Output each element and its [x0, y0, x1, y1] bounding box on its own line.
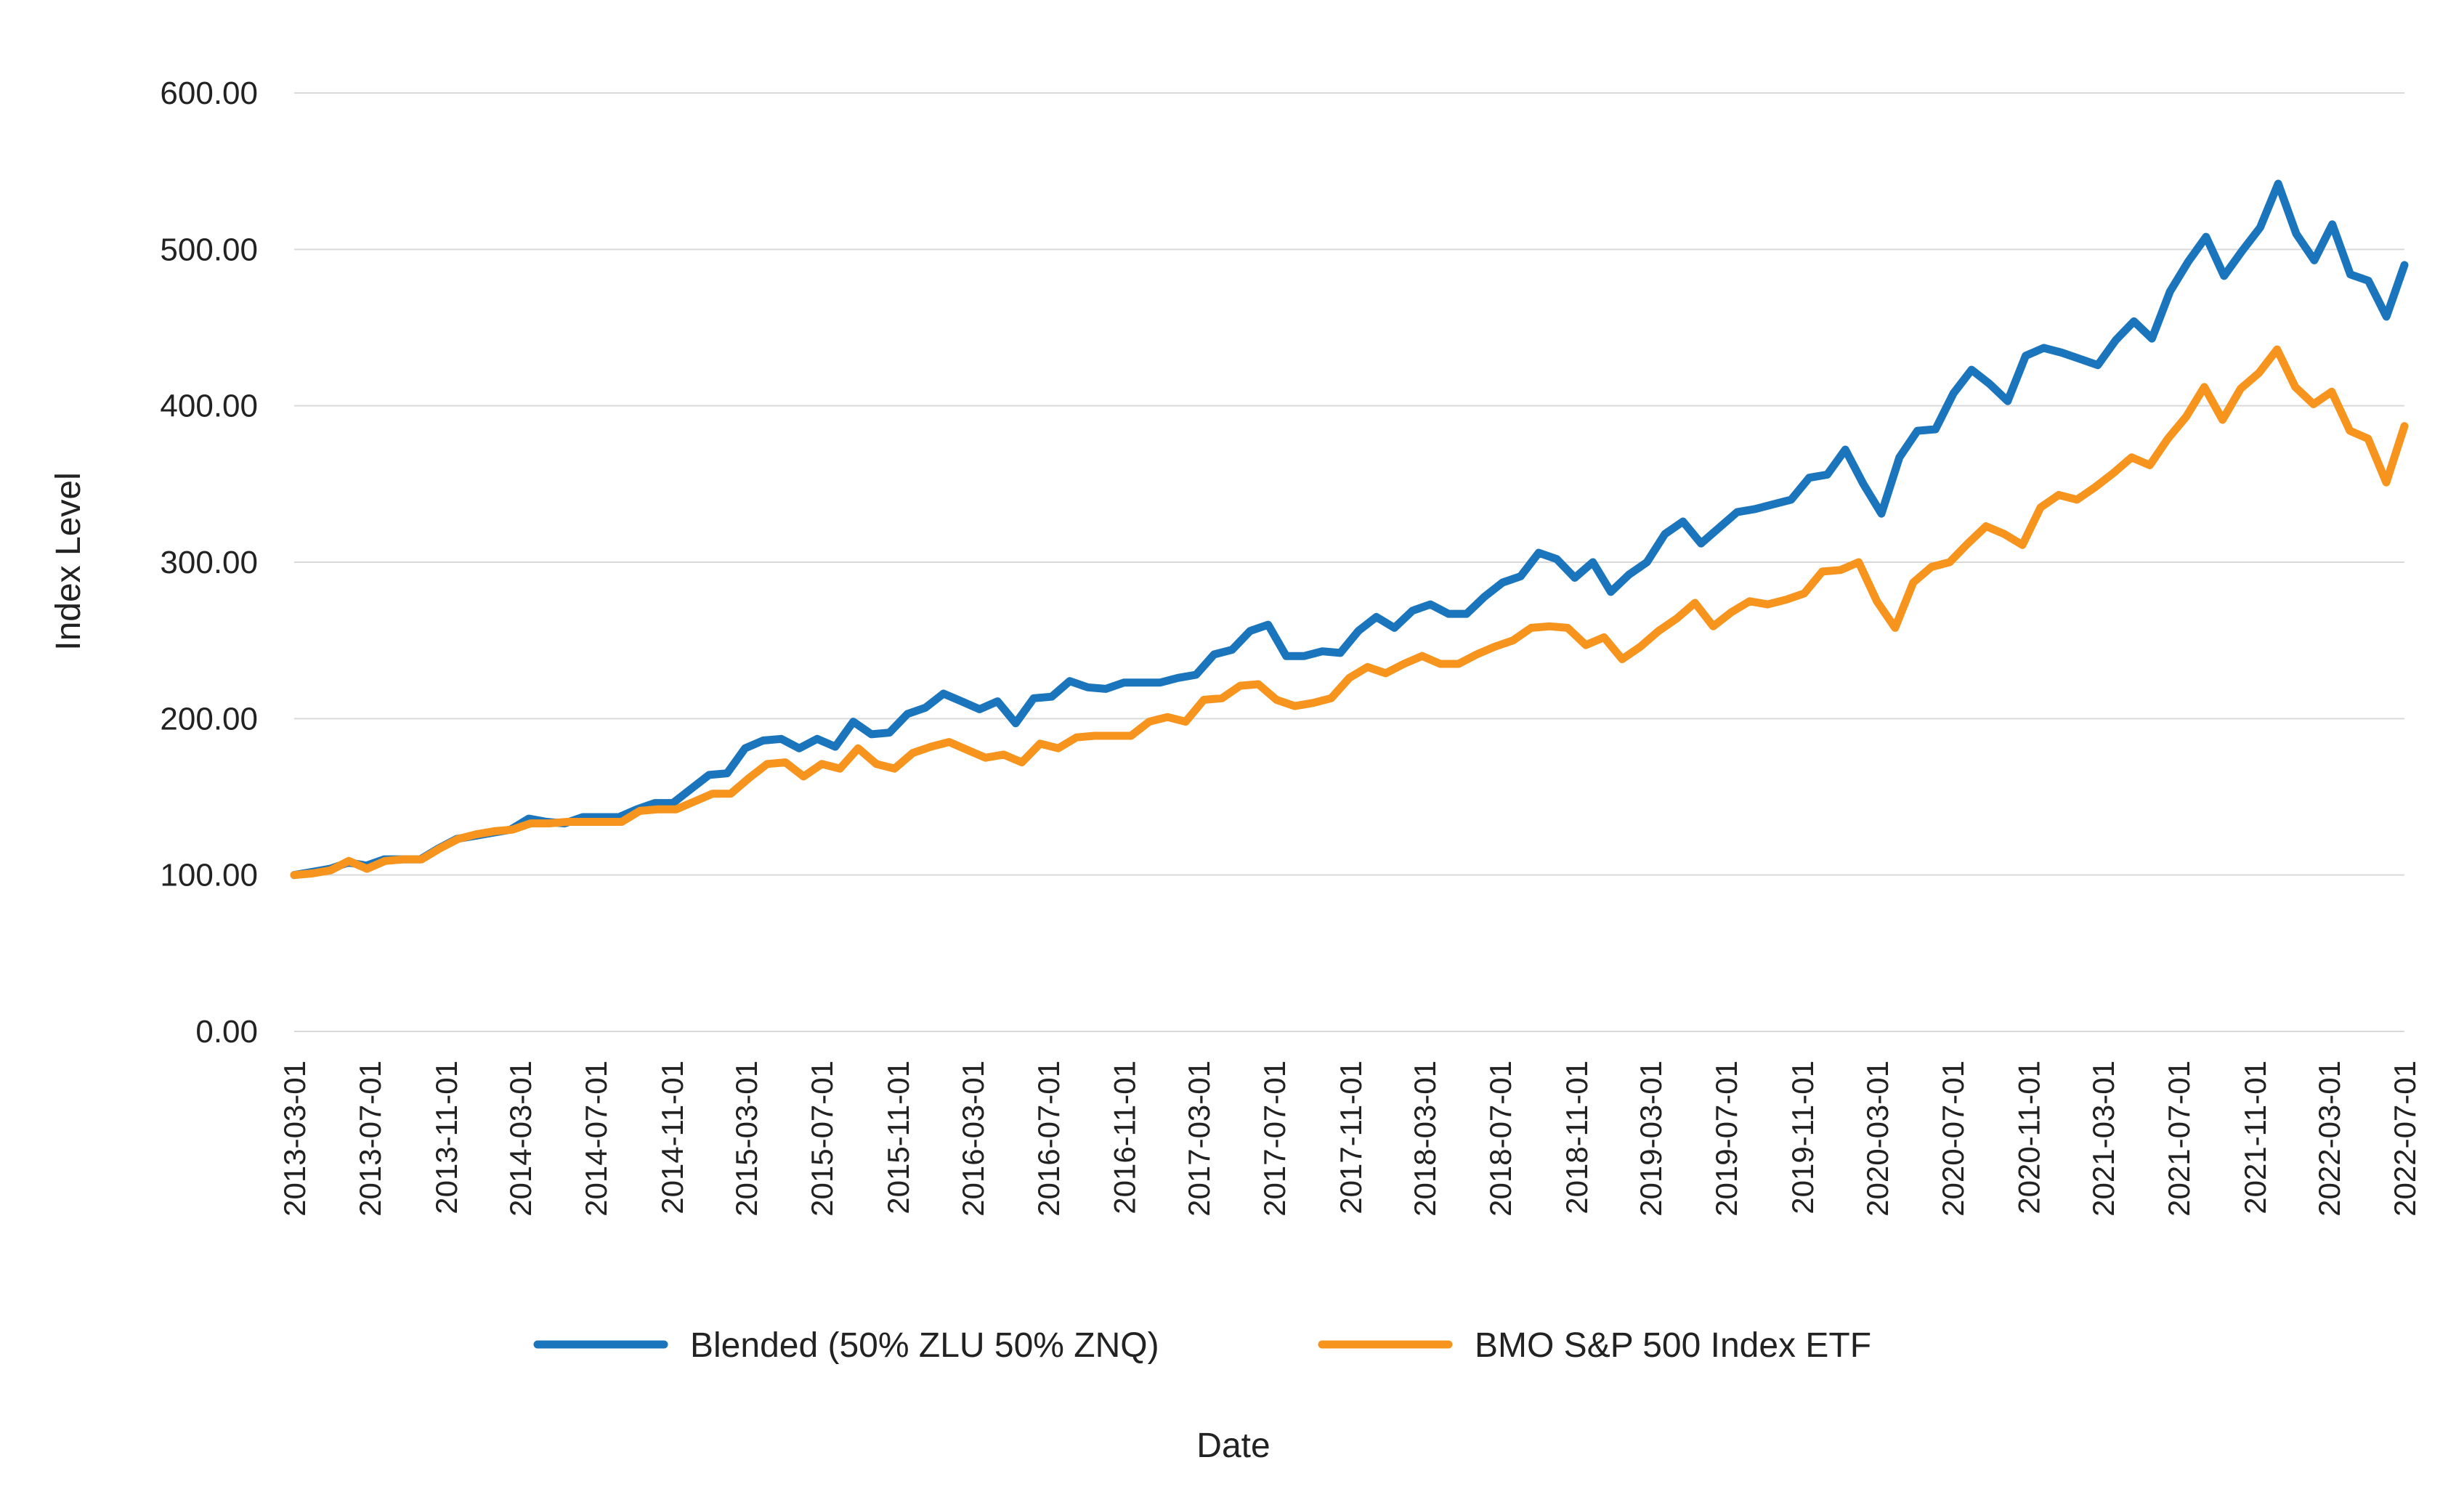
x-tick-label: 2017-11-01: [1334, 1060, 1368, 1214]
series-line-sp500: [290, 345, 2409, 880]
series-line-blended: [290, 179, 2409, 880]
x-tick-label: 2016-07-01: [1032, 1060, 1066, 1217]
y-tick-label: 500.00: [160, 232, 258, 267]
x-tick-label: 2017-07-01: [1257, 1060, 1292, 1217]
series-lines: [290, 179, 2409, 880]
x-tick-label: 2016-11-01: [1108, 1060, 1142, 1214]
x-tick-label: 2022-03-01: [2312, 1060, 2346, 1217]
x-tick-label: 2015-11-01: [881, 1060, 915, 1214]
x-tick-label: 2015-03-01: [729, 1060, 763, 1217]
y-axis-title: Index Level: [49, 472, 88, 651]
x-tick-label: 2014-03-01: [503, 1060, 538, 1217]
x-tick-label: 2021-03-01: [2086, 1060, 2120, 1217]
y-tick-label: 600.00: [160, 76, 258, 111]
x-tick-label: 2013-07-01: [353, 1060, 387, 1217]
x-tick-label: 2019-03-01: [1634, 1060, 1668, 1217]
x-tick-label: 2016-03-01: [956, 1060, 990, 1217]
x-tick-label: 2020-03-01: [1860, 1060, 1894, 1217]
y-tick-label: 100.00: [160, 858, 258, 893]
x-tick-label: 2014-11-01: [655, 1060, 689, 1214]
x-tick-label: 2020-11-01: [2012, 1060, 2046, 1214]
x-tick-label: 2013-03-01: [277, 1060, 312, 1217]
x-tick-label: 2019-11-01: [1786, 1060, 1820, 1214]
y-tick-label: 300.00: [160, 545, 258, 580]
x-tick-label: 2022-07-01: [2388, 1060, 2422, 1217]
legend: Blended (50% ZLU 50% ZNQ) BMO S&P 500 In…: [533, 1326, 1871, 1365]
x-tick-label: 2015-07-01: [805, 1060, 839, 1217]
legend-label-sp500: BMO S&P 500 Index ETF: [1475, 1326, 1871, 1365]
y-tick-label: 200.00: [160, 701, 258, 737]
legend-label-blended: Blended (50% ZLU 50% ZNQ): [690, 1326, 1159, 1365]
x-axis-ticks: 2013-03-01 2013-07-01 2013-11-01 2014-03-01…: [277, 1060, 2422, 1217]
x-tick-label: 2017-03-01: [1182, 1060, 1216, 1217]
x-axis-title: Date: [1196, 1427, 1270, 1465]
x-tick-label: 2018-03-01: [1408, 1060, 1442, 1217]
x-tick-label: 2021-11-01: [2238, 1060, 2272, 1214]
gridlines: [294, 92, 2404, 1032]
y-tick-label: 400.00: [160, 389, 258, 424]
y-axis-ticks: 0.00 100.00 200.00 300.00 400.00 500.00 600.00: [160, 76, 258, 1050]
y-tick-label: 0.00: [195, 1014, 258, 1050]
x-tick-label: 2018-07-01: [1483, 1060, 1517, 1217]
x-tick-label: 2014-07-01: [579, 1060, 613, 1217]
x-tick-label: 2020-07-01: [1936, 1060, 1970, 1217]
x-tick-label: 2018-11-01: [1560, 1060, 1594, 1214]
x-tick-label: 2019-07-01: [1709, 1060, 1743, 1217]
x-tick-label: 2021-07-01: [2162, 1060, 2196, 1217]
x-tick-label: 2013-11-01: [429, 1060, 463, 1214]
